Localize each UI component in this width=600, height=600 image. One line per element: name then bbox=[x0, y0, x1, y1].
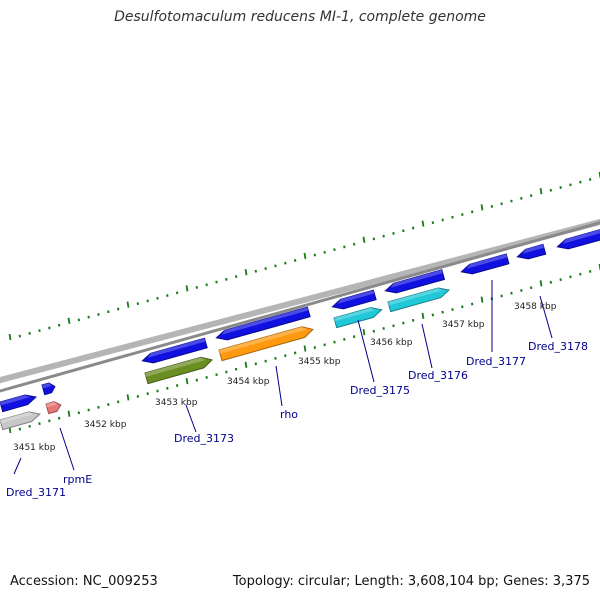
lower-tick bbox=[362, 329, 366, 336]
kbp-label: 3455 kbp bbox=[298, 357, 341, 367]
accession-text: Accession: NC_009253 bbox=[10, 574, 158, 589]
gene-rna bbox=[45, 401, 62, 415]
gene-blue bbox=[384, 269, 446, 294]
leader-line bbox=[357, 319, 375, 383]
upper-tick bbox=[244, 269, 248, 276]
kbp-label: 3458 kbp bbox=[514, 302, 557, 312]
lower-tick bbox=[126, 394, 130, 401]
gene-blue bbox=[0, 394, 38, 413]
lower-tick bbox=[421, 312, 425, 320]
kbp-label: 3451 kbp bbox=[13, 443, 56, 453]
upper-tick bbox=[362, 236, 366, 243]
gene-blue bbox=[460, 253, 510, 275]
leader-line bbox=[421, 323, 433, 369]
gene-label: Dred_3178 bbox=[528, 340, 588, 353]
gene-cyan bbox=[333, 307, 383, 329]
gene-blue bbox=[516, 243, 547, 260]
lower-tick bbox=[67, 410, 71, 417]
gene-label: Dred_3177 bbox=[466, 355, 526, 368]
gene-gray bbox=[0, 411, 41, 431]
gene-blue bbox=[141, 337, 208, 364]
gene-blue bbox=[556, 229, 600, 250]
gene-green bbox=[144, 356, 214, 385]
gene-label: rho bbox=[280, 408, 298, 421]
gene-label: Dred_3171 bbox=[6, 486, 66, 499]
gene-orange bbox=[218, 326, 314, 362]
genome-backbone bbox=[0, 218, 600, 393]
gene-label: Dred_3175 bbox=[350, 384, 410, 397]
labels: 3451 kbp 3452 kbp 3453 kbp 3454 kbp 3455 kbp… bbox=[6, 302, 588, 499]
lower-tick bbox=[185, 377, 189, 385]
kbp-label: 3457 kbp bbox=[442, 320, 485, 330]
upper-tick bbox=[539, 188, 543, 195]
topology-summary: Topology: circular; Length: 3,608,104 bp… bbox=[232, 574, 590, 589]
lower-tick bbox=[480, 296, 484, 303]
backbone-line bbox=[0, 221, 600, 393]
upper-tick bbox=[185, 285, 189, 292]
label-leaders bbox=[13, 280, 553, 475]
gene-label: Dred_3176 bbox=[408, 369, 468, 382]
upper-tick bbox=[126, 301, 130, 308]
leader-line bbox=[275, 365, 283, 407]
upper-tick bbox=[303, 252, 307, 260]
gene-features bbox=[0, 229, 600, 431]
upper-tick bbox=[8, 333, 12, 341]
kbp-label: 3454 kbp bbox=[227, 377, 270, 387]
lower-tick bbox=[244, 361, 248, 368]
backbone-shadow bbox=[0, 218, 600, 384]
kbp-label: 3453 kbp bbox=[155, 398, 198, 408]
leader-line bbox=[185, 404, 197, 433]
lower-tick bbox=[539, 280, 543, 287]
gene-blue bbox=[41, 382, 56, 396]
upper-tick bbox=[421, 220, 425, 227]
tick-marks bbox=[8, 171, 600, 434]
kbp-label: 3456 kbp bbox=[370, 338, 413, 348]
upper-tick bbox=[67, 317, 71, 324]
upper-tick bbox=[480, 204, 484, 211]
gene-blue bbox=[215, 306, 311, 341]
leader-line bbox=[13, 457, 22, 475]
map-title: Desulfotomaculum reducens MI-1, complete… bbox=[114, 9, 486, 25]
lower-tick bbox=[303, 345, 307, 352]
leader-line bbox=[59, 427, 75, 471]
gene-cyan bbox=[387, 287, 451, 313]
gene-blue bbox=[331, 289, 377, 310]
gene-label: Dred_3173 bbox=[174, 432, 234, 445]
gene-label: rpmE bbox=[63, 473, 92, 486]
leader-line bbox=[539, 295, 553, 339]
kbp-label: 3452 kbp bbox=[84, 420, 127, 430]
